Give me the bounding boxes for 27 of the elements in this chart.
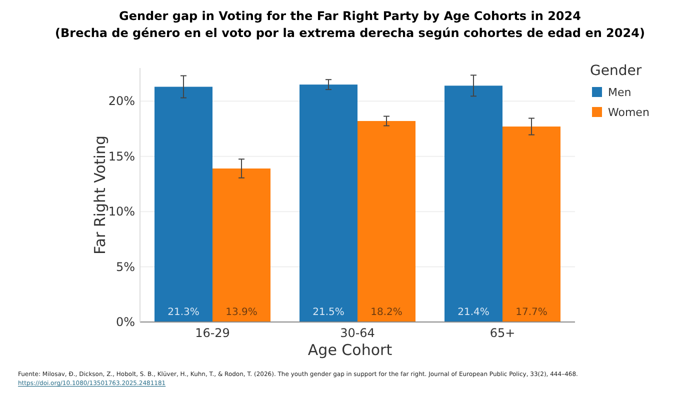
y-tick-label: 5% (116, 260, 135, 274)
data-label: 17.7% (516, 307, 548, 318)
data-label: 21.4% (458, 307, 490, 318)
y-tick-label: 15% (108, 149, 135, 164)
x-tick-label: 16-29 (195, 326, 230, 340)
legend-label: Men (608, 86, 632, 99)
data-label: 13.9% (226, 307, 258, 318)
y-axis-title: Far Right Voting (91, 136, 109, 254)
data-label: 21.3% (168, 307, 200, 318)
bar (444, 86, 502, 322)
chart-title: Gender gap in Voting for the Far Right Party by Age Cohorts in 2024 (119, 9, 581, 23)
x-tick-label: 65+ (490, 326, 516, 340)
bar (212, 168, 270, 322)
data-label: 21.5% (312, 307, 344, 318)
bar (154, 86, 212, 322)
legend-title: Gender (590, 63, 642, 79)
y-tick-label: 10% (108, 204, 135, 219)
legend-label: Women (608, 106, 650, 119)
bar (502, 126, 560, 322)
y-tick-label: 0% (116, 315, 135, 329)
bar (300, 84, 358, 322)
bar (358, 121, 416, 322)
chart-subtitle: (Brecha de género en el voto por la extrema derecha según cohortes de edad en 2024) (55, 26, 645, 40)
x-tick-label: 30-64 (340, 326, 375, 340)
x-axis-title: Age Cohort (308, 341, 392, 359)
data-label: 18.2% (370, 307, 402, 318)
y-tick-label: 20% (108, 94, 135, 108)
